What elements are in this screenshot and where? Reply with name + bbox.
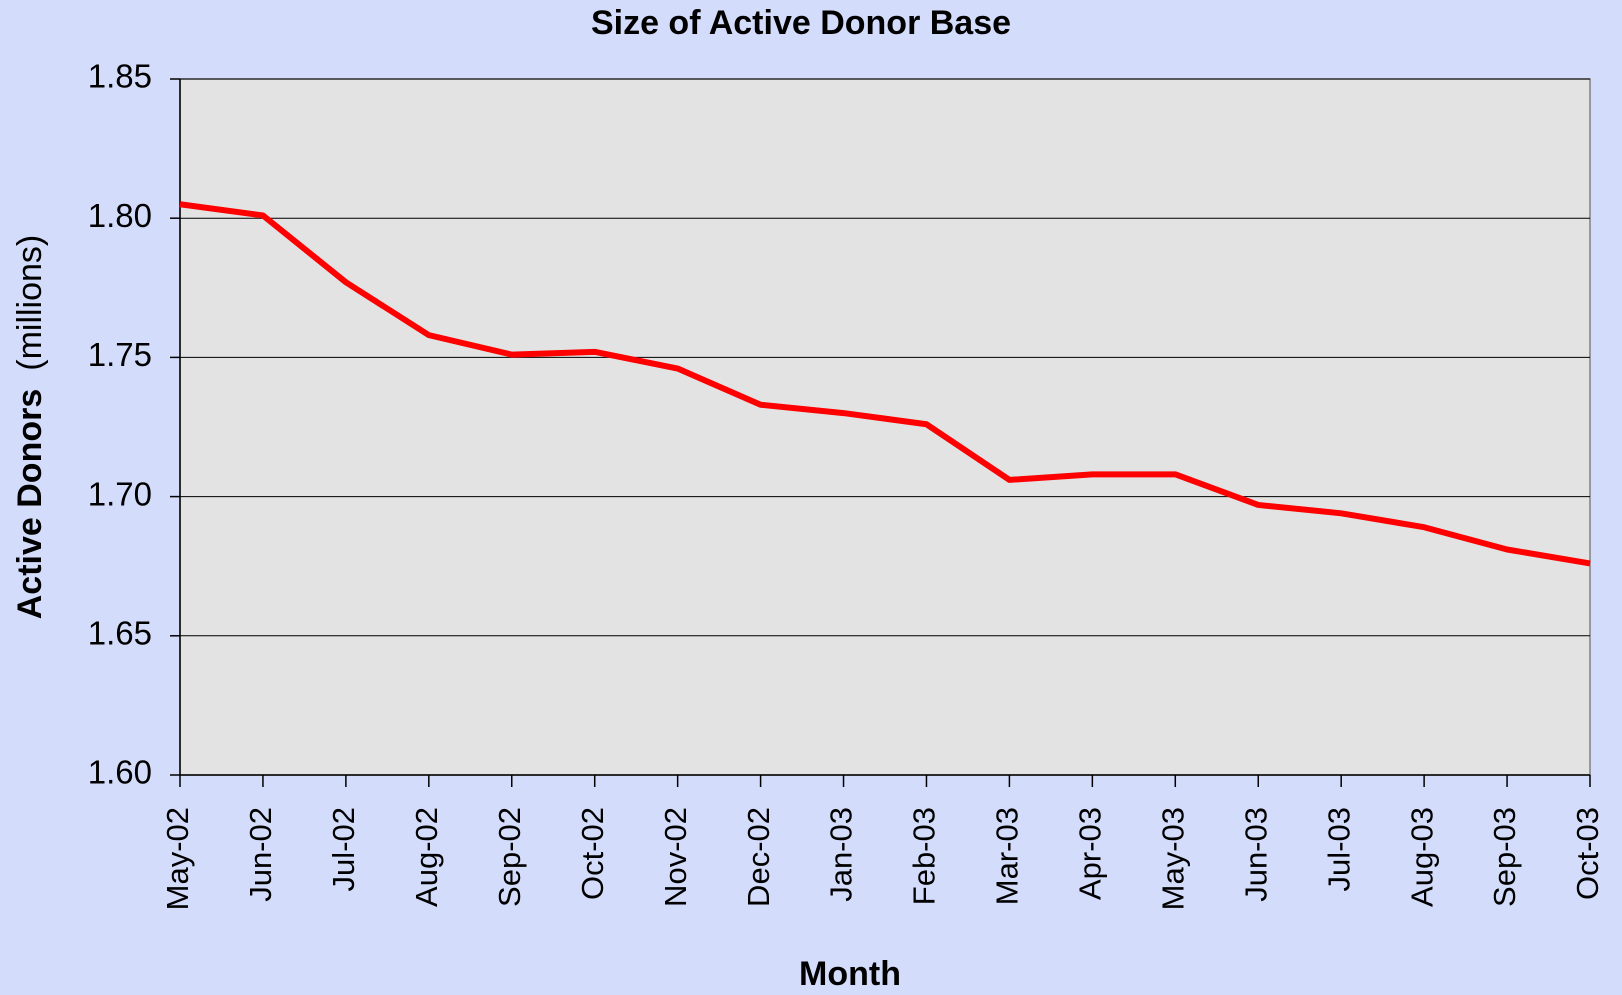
x-tick-label: Mar-03 — [990, 807, 1025, 905]
x-tick-label: Aug-02 — [409, 807, 444, 907]
x-tick-label: May-03 — [1155, 807, 1190, 910]
x-tick-label: Jun-03 — [1238, 807, 1273, 902]
x-tick-label: Apr-03 — [1073, 807, 1108, 900]
y-tick-label: 1.75 — [88, 336, 152, 373]
x-tick-label: Jan-03 — [824, 807, 859, 902]
x-tick-label: Jul-02 — [326, 807, 361, 891]
x-tick-label: Sep-02 — [492, 807, 527, 907]
x-tick-label: Sep-03 — [1487, 807, 1522, 907]
x-tick-label: Nov-02 — [658, 807, 693, 907]
y-tick-label: 1.60 — [88, 754, 152, 791]
data-line — [179, 201, 1591, 567]
y-tick-label: 1.65 — [88, 615, 152, 652]
y-tick-label: 1.80 — [88, 197, 152, 234]
x-tick-label: Aug-03 — [1404, 807, 1439, 907]
x-tick-label: Feb-03 — [907, 807, 942, 905]
plot-area — [179, 78, 1591, 776]
y-tick-label: 1.85 — [88, 58, 152, 95]
x-tick-label: Dec-02 — [741, 807, 776, 907]
x-axis-label: Month — [799, 955, 901, 993]
y-tick-label: 1.70 — [88, 475, 152, 512]
chart-title: Size of Active Donor Base — [591, 4, 1011, 42]
y-axis-unit: (millions) — [11, 235, 49, 371]
y-axis-title: Active Donors — [11, 389, 49, 620]
x-tick-label: Oct-03 — [1570, 807, 1605, 900]
x-tick-label: May-02 — [160, 807, 195, 910]
y-axis-label: Active Donors (millions) — [11, 235, 49, 620]
x-tick-label: Jun-02 — [243, 807, 278, 902]
x-tick-label: Jul-03 — [1321, 807, 1356, 891]
x-tick-label: Oct-02 — [575, 807, 610, 900]
